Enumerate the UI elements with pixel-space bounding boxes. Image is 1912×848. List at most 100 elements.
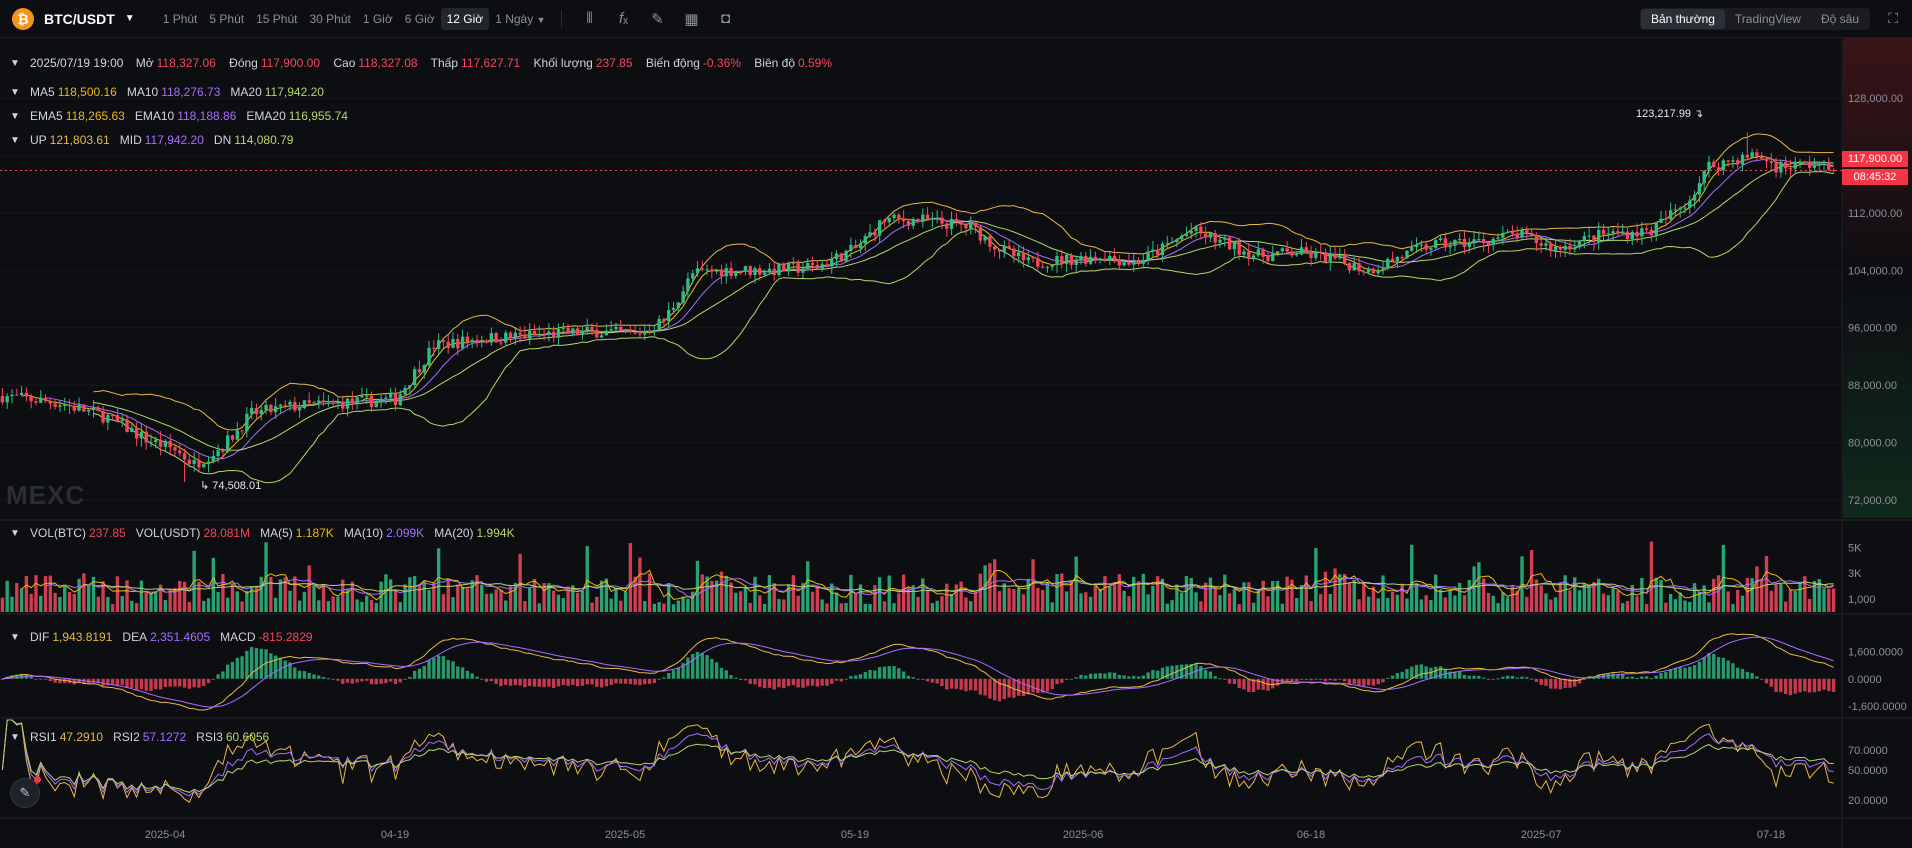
chevron-down-icon[interactable]: ▼ <box>10 110 20 122</box>
volume-bar <box>53 592 57 612</box>
view-standard[interactable]: Bản thường <box>1640 9 1725 29</box>
volume-legend: ▼ VOL(BTC) 237.85 VOL(USDT) 28.081M MA(5) 1… <box>0 523 525 543</box>
candle-body <box>921 214 925 222</box>
view-depth[interactable]: Độ sâu <box>1820 12 1859 26</box>
candle <box>1448 240 1452 255</box>
candle-body <box>863 236 867 244</box>
macd-bar <box>1295 678 1299 682</box>
macd-bar <box>1414 664 1419 679</box>
price-tick-label: 72,000.00 <box>1848 495 1897 507</box>
pair-selector[interactable]: BTC/USDT <box>44 10 115 27</box>
fullscreen-icon[interactable]: ⛶ <box>1888 10 1898 26</box>
candle <box>542 328 546 341</box>
candle-body <box>53 403 57 407</box>
candle-body <box>480 340 484 343</box>
candle-body <box>1223 237 1227 240</box>
macd-bar <box>230 661 235 679</box>
volume-bar <box>1448 590 1452 612</box>
indicator-fx-icon[interactable]: fₓ <box>618 10 629 27</box>
candlestick-chart[interactable]: 128,000.00120,000.00112,000.00104,000.00… <box>0 38 1912 848</box>
macd-bar <box>1112 672 1117 679</box>
macd-bar <box>1386 677 1390 679</box>
candle <box>1410 240 1414 252</box>
volume-bar <box>1189 578 1193 612</box>
screenshot-camera-icon[interactable]: ◘ <box>720 10 731 27</box>
volume-bar <box>1467 579 1471 612</box>
volume-bar <box>326 601 331 612</box>
candle-body <box>436 340 441 349</box>
view-tradingview[interactable]: TradingView <box>1734 12 1801 26</box>
candle-body <box>1491 238 1495 245</box>
rsi-tick-label: 20.0000 <box>1848 795 1888 807</box>
candle-body <box>1199 226 1203 234</box>
candle <box>1755 148 1759 161</box>
drawing-tools-icon[interactable]: ✎ <box>10 778 40 808</box>
chevron-down-icon[interactable]: ▼ <box>10 86 20 98</box>
chevron-down-icon: ▼ <box>536 14 546 25</box>
macd-bar <box>1366 678 1371 686</box>
interval-5m[interactable]: 5 Phút <box>209 11 245 26</box>
volume-bar <box>1088 596 1093 612</box>
interval-1h[interactable]: 1 Giờ <box>362 11 393 26</box>
macd-bar <box>350 678 355 684</box>
macd-bar <box>671 670 676 679</box>
volume-bar <box>700 574 704 612</box>
chevron-down-icon[interactable]: ▼ <box>10 527 20 539</box>
macd-bar <box>676 667 680 679</box>
chevron-down-icon[interactable]: ▼ <box>10 631 20 643</box>
candle <box>806 258 810 270</box>
volume-bar <box>1026 578 1030 612</box>
volume-bar <box>321 586 326 612</box>
candle <box>1395 256 1400 269</box>
candle-body <box>1414 244 1419 248</box>
candle-body <box>1098 258 1102 260</box>
chevron-down-icon[interactable]: ▼ <box>124 13 135 24</box>
interval-1d[interactable]: 1 Ngày ▼ <box>489 8 551 30</box>
interval-6h[interactable]: 6 Giờ <box>404 11 435 26</box>
candle <box>1060 249 1064 269</box>
volume-bar <box>571 585 575 612</box>
macd-bar <box>494 678 498 684</box>
candle-body <box>1736 160 1740 165</box>
macd-bar <box>149 678 153 691</box>
volume-bar <box>1573 577 1577 612</box>
volume-bar <box>1199 601 1203 612</box>
candle <box>1203 226 1208 245</box>
candle-body <box>1812 165 1817 168</box>
chevron-down-icon[interactable]: ▼ <box>10 731 20 743</box>
candle-body <box>10 394 14 397</box>
candle <box>5 393 9 409</box>
interval-1m[interactable]: 1 Phút <box>162 11 198 26</box>
candle-body <box>1539 243 1543 246</box>
candle-body <box>1424 244 1428 250</box>
chevron-down-icon[interactable]: ▼ <box>10 134 20 146</box>
candle <box>671 302 676 314</box>
volume-bar <box>738 591 743 612</box>
macd-bar <box>796 678 800 688</box>
macd-bar <box>206 678 211 684</box>
draw-pencil-icon[interactable]: ✎ <box>651 10 664 28</box>
candle-body <box>393 393 398 406</box>
volume-bar <box>1050 602 1054 612</box>
macd-bar <box>470 673 474 679</box>
macd-bar <box>302 671 307 679</box>
candle-body <box>451 338 455 348</box>
volume-bar <box>1146 594 1150 612</box>
candle-body <box>1007 245 1011 249</box>
interval-12h[interactable]: 12 Giờ <box>440 7 490 30</box>
macd-bar <box>1064 678 1069 680</box>
candle-type-icon[interactable]: ⫴ <box>586 10 593 27</box>
pointer-icon: ↳ <box>200 480 210 492</box>
macd-bar <box>1227 678 1232 684</box>
candle-body <box>230 435 235 440</box>
macd-bar <box>877 667 882 679</box>
candle <box>1376 264 1380 278</box>
volume-bar <box>1218 595 1222 612</box>
interval-30m[interactable]: 30 Phút <box>309 11 351 26</box>
layout-grid-icon[interactable]: ▦ <box>684 10 699 28</box>
boll-mid-label: MID <box>119 133 142 147</box>
chevron-down-icon[interactable]: ▼ <box>10 57 20 69</box>
candle-body <box>1553 246 1558 252</box>
time-tick-label: 06-18 <box>1297 829 1325 841</box>
interval-15m[interactable]: 15 Phút <box>256 11 298 26</box>
